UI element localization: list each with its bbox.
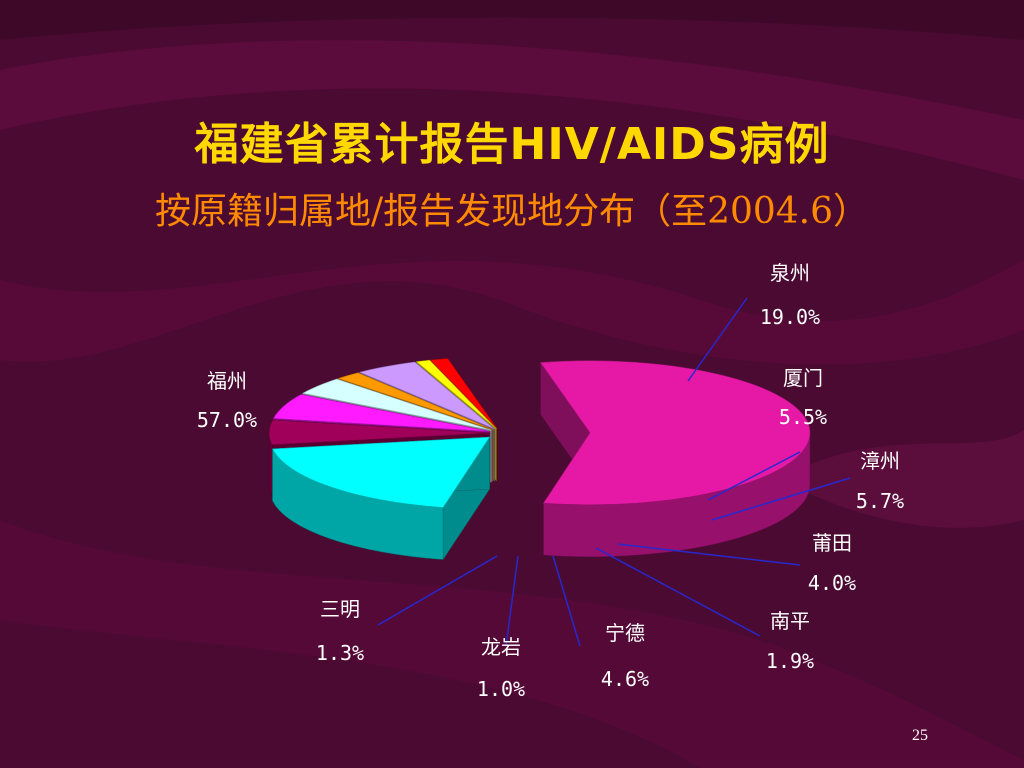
pie-slice-泉州: [272, 436, 491, 561]
slice-label-name: 南平: [770, 609, 810, 633]
leader-line-三明: [377, 555, 498, 626]
slice-label-name: 厦门: [783, 366, 823, 390]
pie-slice-福州: [539, 360, 811, 557]
slice-label-name: 泉州: [770, 261, 810, 285]
leader-line-漳州: [711, 477, 851, 521]
slice-label-name: 漳州: [860, 449, 900, 473]
slide-subtitle: 按原籍归属地/报告发现地分布（至2004.6）: [154, 191, 870, 232]
slice-label-value: 1.3%: [316, 641, 364, 665]
slice-label-value: 19.0%: [760, 305, 820, 329]
slice-label-value: 57.0%: [197, 408, 257, 432]
leader-line-宁德: [552, 555, 581, 647]
slice-label-value: 1.9%: [766, 649, 814, 673]
slice-label-value: 4.6%: [601, 667, 649, 691]
slice-label-name: 三明: [320, 597, 360, 621]
leader-line-厦门: [707, 451, 801, 501]
slice-label-name: 莆田: [812, 531, 852, 555]
leader-line-龙岩: [505, 555, 519, 647]
page-number: 25: [912, 727, 928, 744]
leader-line-南平: [595, 547, 761, 637]
slice-label-name: 龙岩: [481, 635, 521, 659]
slice-label-value: 1.0%: [477, 677, 525, 701]
slice-label-name: 宁德: [605, 621, 645, 645]
slide-title: 福建省累计报告HIV/AIDS病例: [194, 119, 830, 170]
slice-label-name: 福州: [207, 369, 247, 393]
leader-line-莆田: [617, 543, 801, 566]
slice-label-value: 5.5%: [779, 405, 827, 429]
leader-line-泉州: [687, 297, 748, 382]
slice-label-value: 4.0%: [808, 571, 856, 595]
slice-label-value: 5.7%: [856, 489, 904, 513]
